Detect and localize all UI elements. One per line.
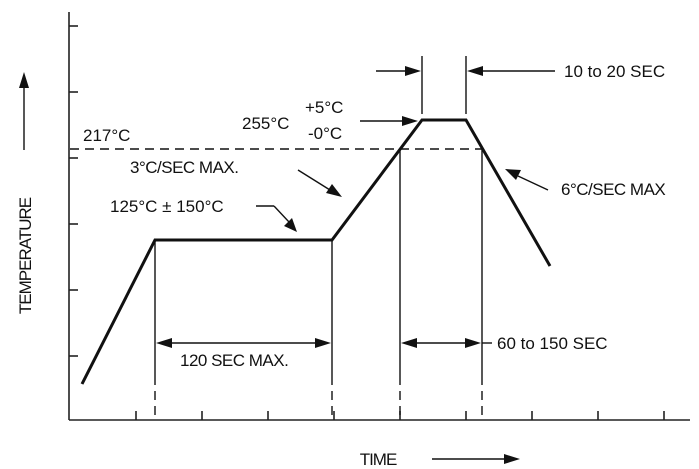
x-axis-arrow [432, 454, 520, 464]
ramp-down-rate-label: 6°C/SEC MAX [561, 180, 665, 199]
guide-lines [154, 56, 483, 416]
reflow-profile-curve [80, 118, 552, 385]
liquidus-temp-label: 217°C [83, 126, 130, 145]
ramp-up-leader [297, 169, 342, 197]
x-axis-label: TIME [360, 450, 397, 469]
y-axis-arrow [19, 72, 29, 150]
liquidus-time-dimension [401, 338, 492, 348]
liquidus-time-label: 60 to 150 SEC [497, 334, 608, 353]
peak-temp-label: 255°C [242, 114, 289, 133]
soak-time-label: 120 SEC MAX. [180, 351, 288, 370]
peak-tol-minus-label: -0°C [308, 124, 342, 143]
peak-temp-leader [360, 116, 418, 126]
peak-tol-plus-label: +5°C [305, 98, 343, 117]
ramp-down-leader [505, 169, 549, 191]
soak-temp-leader [256, 205, 297, 232]
ramp-up-rate-label: 3°C/SEC MAX. [130, 158, 239, 177]
peak-time-label: 10 to 20 SEC [564, 62, 665, 81]
y-ticks [69, 25, 78, 357]
peak-time-dimension [376, 66, 555, 76]
y-axis-label: TEMPERATURE [16, 197, 35, 314]
soak-time-dimension [156, 338, 331, 348]
soak-temp-label: 125°C ± 150°C [110, 197, 224, 216]
